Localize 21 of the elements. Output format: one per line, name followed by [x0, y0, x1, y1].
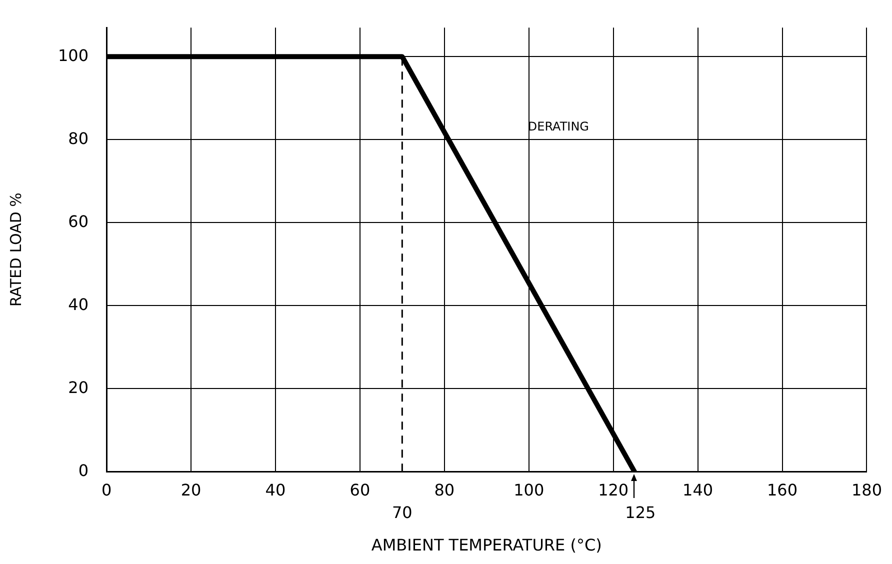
x-axis-title: AMBIENT TEMPERATURE (°C): [371, 536, 602, 555]
annotation: 125: [625, 502, 656, 522]
y-axis-title: RATED LOAD %: [6, 192, 25, 307]
annotation: DERATING: [528, 119, 589, 134]
x-tick-label: 20: [180, 480, 202, 500]
x-tick-label: 140: [682, 480, 714, 500]
y-tick-label: 60: [68, 212, 89, 231]
x-tick-label: 80: [434, 480, 455, 500]
y-tick-label: 80: [68, 128, 89, 148]
x-tick-label: 180: [851, 480, 882, 500]
y-tick-label: 20: [68, 378, 89, 397]
y-tick-label: 0: [78, 460, 89, 480]
x-tick-label: 60: [350, 480, 370, 500]
x-tick-label: 100: [514, 480, 544, 500]
y-tick-label: 100: [58, 46, 89, 65]
x-tick-label: 120: [598, 480, 629, 500]
ref-line-label: 70: [392, 502, 412, 522]
x-tick-label: 40: [265, 480, 286, 500]
y-tick-label: 40: [68, 294, 89, 314]
x-tick-label: 160: [766, 480, 798, 500]
x-tick-label: 0: [101, 480, 112, 500]
